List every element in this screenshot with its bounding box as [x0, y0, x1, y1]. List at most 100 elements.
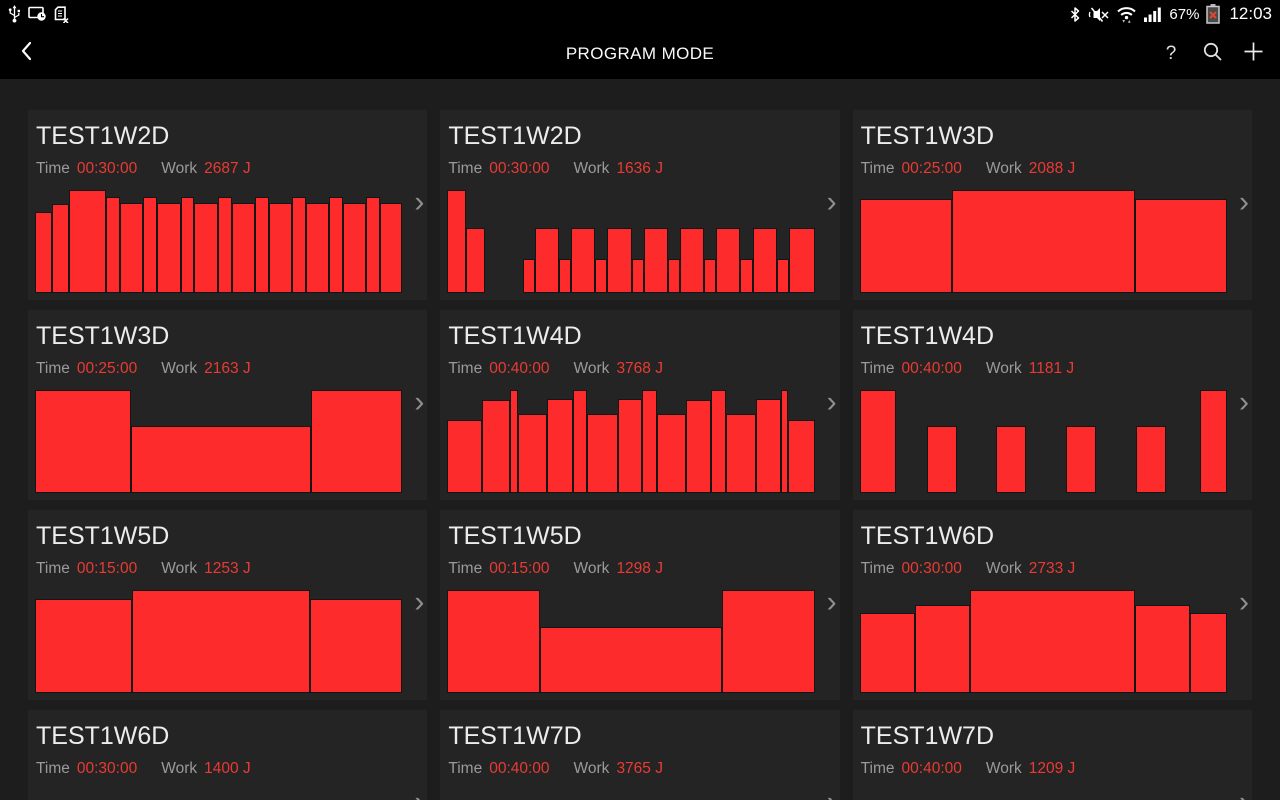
- program-bar-chart: [447, 390, 815, 493]
- program-card[interactable]: TEST1W4D Time 00:40:00 Work 3768 J ›: [440, 310, 840, 500]
- program-card[interactable]: TEST1W7D Time 00:40:00 Work 1209 J ›: [852, 710, 1252, 800]
- signal-icon: [1144, 6, 1162, 22]
- program-meta: Time 00:40:00 Work 1209 J: [861, 760, 1227, 778]
- chart-bar: [859, 390, 896, 493]
- time-value: 00:30:00: [76, 159, 138, 177]
- time-value: 00:40:00: [901, 759, 962, 777]
- chevron-right-icon: ›: [827, 787, 837, 800]
- search-icon: [1202, 41, 1223, 67]
- chevron-right-icon: ›: [1239, 185, 1249, 219]
- chart-bar: [740, 259, 753, 293]
- program-title: TEST1W5D: [448, 522, 582, 550]
- chart-bar: [776, 259, 789, 293]
- chevron-right-icon: ›: [414, 787, 424, 800]
- header-actions: ?: [1158, 41, 1266, 67]
- mute-icon: [1088, 6, 1109, 23]
- chart-bar: [231, 203, 255, 293]
- status-clock: 12:03: [1229, 4, 1272, 23]
- program-meta: Time 00:40:00 Work 3768 J: [448, 360, 814, 378]
- time-value: 00:40:00: [489, 759, 550, 777]
- time-label: Time: [36, 559, 70, 577]
- chart-bar: [571, 228, 596, 293]
- program-card[interactable]: TEST1W2D Time 00:30:00 Work 2687 J ›: [28, 110, 428, 300]
- chart-bar: [686, 400, 711, 493]
- program-bar-chart: [859, 590, 1228, 693]
- chart-bar: [642, 390, 658, 493]
- chevron-right-icon: ›: [826, 385, 837, 419]
- time-label: Time: [860, 759, 895, 777]
- program-card[interactable]: TEST1W2D Time 00:30:00 Work 1636 J ›: [440, 110, 840, 300]
- time-value: 00:30:00: [76, 759, 138, 777]
- back-button[interactable]: [14, 28, 38, 79]
- chevron-right-icon: ›: [414, 385, 425, 419]
- program-bar-chart: [859, 390, 1227, 493]
- work-value: 2088 J: [1028, 159, 1076, 177]
- program-card[interactable]: TEST1W4D Time 00:40:00 Work 1181 J ›: [852, 310, 1252, 500]
- chart-bar: [517, 413, 547, 493]
- program-card[interactable]: TEST1W5D Time 00:15:00 Work 1253 J ›: [28, 510, 428, 700]
- program-title: TEST1W4D: [860, 322, 995, 350]
- chart-bar: [534, 228, 559, 293]
- program-card[interactable]: TEST1W6D Time 00:30:00 Work 2733 J ›: [852, 510, 1252, 700]
- chevron-right-icon: ›: [1239, 585, 1249, 619]
- chart-bar: [447, 590, 540, 693]
- app-header: PROGRAM MODE ?: [0, 28, 1280, 79]
- chart-bar: [631, 259, 644, 293]
- chart-bar: [217, 197, 232, 293]
- time-label: Time: [36, 359, 70, 377]
- chart-bar: [120, 203, 144, 293]
- program-card[interactable]: TEST1W5D Time 00:15:00 Work 1298 J ›: [440, 510, 840, 700]
- add-button[interactable]: [1240, 41, 1266, 67]
- program-title: TEST1W6D: [36, 722, 170, 750]
- chart-bar: [35, 390, 131, 493]
- chart-bar: [587, 413, 618, 493]
- chart-bar: [268, 203, 293, 293]
- chart-bar: [716, 228, 741, 293]
- chart-bar: [643, 228, 668, 293]
- chart-bar: [722, 590, 815, 693]
- program-card[interactable]: TEST1W3D Time 00:25:00 Work 2163 J ›: [28, 310, 428, 500]
- no-sim-icon: [54, 5, 69, 23]
- chart-bar: [607, 228, 632, 293]
- chart-bar: [969, 590, 1135, 693]
- chart-bar: [311, 390, 403, 493]
- program-title: TEST1W3D: [860, 122, 995, 150]
- program-bar-chart: [447, 790, 814, 800]
- program-card[interactable]: TEST1W6D Time 00:30:00 Work 1400 J ›: [28, 710, 428, 800]
- work-value: 1209 J: [1028, 759, 1076, 777]
- chart-bar: [996, 426, 1027, 493]
- chart-bar: [52, 204, 69, 293]
- chart-bar: [106, 197, 120, 293]
- chart-bar: [1189, 612, 1228, 693]
- program-meta: Time 00:30:00 Work 2733 J: [861, 560, 1227, 578]
- work-label: Work: [161, 759, 198, 777]
- usb-icon: [8, 5, 21, 23]
- work-label: Work: [573, 759, 610, 777]
- time-label: Time: [448, 359, 483, 377]
- chart-bar: [704, 259, 717, 293]
- program-bar-chart: [447, 590, 815, 693]
- chart-bar: [380, 203, 403, 293]
- program-card[interactable]: TEST1W3D Time 00:25:00 Work 2088 J ›: [852, 110, 1252, 300]
- chart-bar: [679, 228, 705, 293]
- back-chevron-icon: [20, 41, 32, 66]
- work-value: 2733 J: [1028, 559, 1076, 577]
- chart-bar: [1065, 426, 1097, 493]
- chart-bar: [1134, 199, 1228, 293]
- time-label: Time: [36, 759, 70, 777]
- chevron-right-icon: ›: [414, 185, 425, 219]
- program-card[interactable]: TEST1W7D Time 00:40:00 Work 3765 J ›: [440, 710, 840, 800]
- help-button[interactable]: ?: [1158, 41, 1184, 67]
- work-value: 2687 J: [204, 159, 251, 177]
- chart-bar: [859, 199, 952, 293]
- chart-bar: [180, 197, 195, 293]
- program-title: TEST1W3D: [36, 322, 170, 350]
- time-label: Time: [448, 559, 483, 577]
- chart-bar: [667, 259, 680, 293]
- time-value: 00:25:00: [76, 359, 138, 377]
- program-meta: Time 00:30:00 Work 2687 J: [36, 160, 402, 178]
- chart-bar: [657, 413, 686, 493]
- search-button[interactable]: [1199, 41, 1225, 67]
- chart-bar: [132, 590, 310, 693]
- chart-bar: [143, 197, 158, 293]
